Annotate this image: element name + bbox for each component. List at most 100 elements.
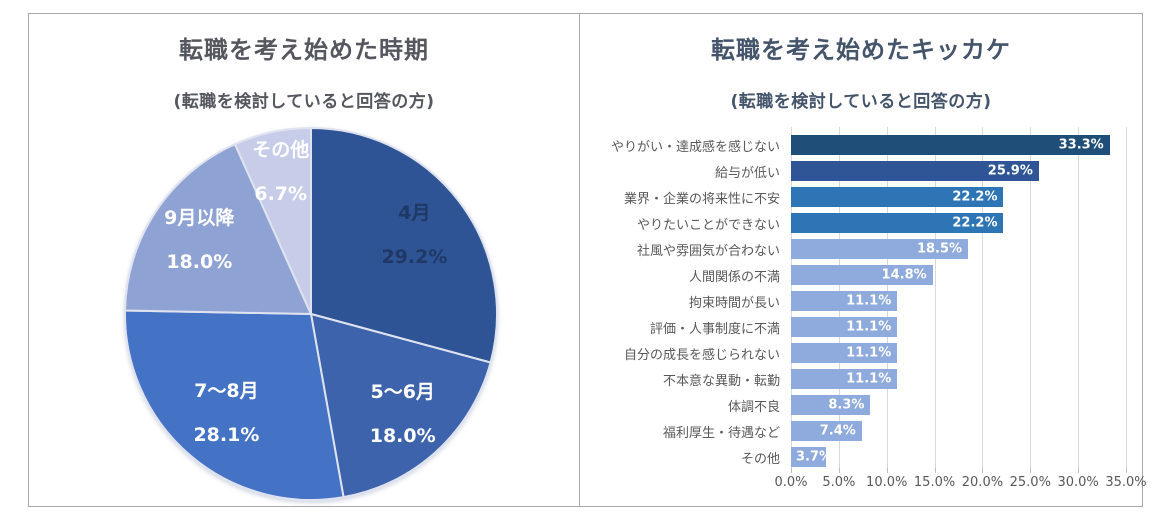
axis-tick-mark [1078, 468, 1080, 473]
pie-slice [310, 126, 498, 364]
pie-slice-label: 6.7% [254, 183, 307, 205]
bar: 7.4% [791, 421, 862, 441]
bar: 11.1% [791, 369, 898, 389]
bar-value-label: 11.1% [846, 293, 892, 309]
bar-chart: やりがい・達成感を感じない 33.3% 給与が低い 25.9% 業界・企業の将来性に不安… [580, 127, 1147, 494]
x-axis: 0.0% 5.0% 10.0% 15.0% 20.0% 25.0% 30.0% 35.0% [774, 470, 1146, 494]
pie-chart-svg: 4月 29.2% 5〜6月 18.0% 7〜8月 28.1% 9月以降 18.0% その他 6.7… [124, 126, 498, 501]
bar: 3.7% [791, 447, 832, 467]
axis-tick-mark [982, 468, 984, 473]
x-axis-tick-label: 0.0% [774, 475, 808, 490]
bar: 33.3% [791, 135, 1110, 155]
grid-line [1126, 127, 1127, 468]
bar-row: 福利厚生・待遇など 7.4% [580, 418, 1126, 444]
pie-slice-label: 4月 [398, 202, 430, 224]
bar-track: 11.1% [791, 291, 1126, 311]
bar-chart-subtitle: (転職を検討していると回答の方) [730, 92, 992, 112]
bar-category-label: やりたいことができない [636, 217, 780, 233]
bar-value-label: 3.7% [796, 449, 833, 465]
bar-row: やりがい・達成感を感じない 33.3% [580, 132, 1126, 158]
bar-category-label: やりがい・達成感を感じない [610, 139, 780, 155]
bar-value-label: 11.1% [846, 319, 892, 335]
bar-row: 評価・人事制度に不満 11.1% [580, 314, 1126, 340]
pie-slice [124, 309, 345, 501]
bar-value-label: 18.5% [916, 241, 963, 257]
bar-track: 33.3% [791, 135, 1126, 155]
bar-row: 不本意な異動・転勤 11.1% [580, 366, 1126, 392]
bar-category-label: 福利厚生・待遇など [662, 425, 780, 441]
bar-category-label: 拘束時間が長い [688, 295, 780, 311]
pie-chart-title: 転職を考え始めた時期 [179, 36, 429, 64]
bar-row: 給与が低い 25.9% [580, 158, 1126, 184]
bar-row: 社風や雰囲気が合わない 18.5% [580, 236, 1126, 262]
charts-container: 転職を考え始めた時期 (転職を検討していると回答の方) 4月 29.2% 5〜6月 1… [28, 13, 1147, 507]
bar-row: 自分の成長を感じられない 11.1% [580, 340, 1126, 366]
bar-value-label: 33.3% [1058, 137, 1104, 153]
axis-tick-mark [838, 468, 840, 473]
bar-category-label: 業界・企業の将来性に不安 [623, 191, 780, 207]
bar-category-label: その他 [740, 451, 780, 467]
bar-track: 25.9% [791, 161, 1126, 181]
x-axis-tick-label: 15.0% [913, 475, 956, 490]
bar-track: 22.2% [791, 187, 1126, 207]
bar-row: その他 3.7% [580, 444, 1126, 470]
bar-value-label: 22.2% [952, 189, 998, 205]
x-axis-tick-label: 25.0% [1009, 475, 1051, 490]
bar-value-label: 11.1% [846, 345, 892, 361]
bar-value-label: 14.8% [881, 267, 927, 283]
x-axis-tick-label: 20.0% [961, 475, 1004, 490]
bar: 8.3% [791, 395, 871, 415]
pie-chart-panel: 転職を考え始めた時期 (転職を検討していると回答の方) 4月 29.2% 5〜6月 1… [29, 14, 579, 506]
axis-tick-mark [934, 468, 936, 473]
pie-slice [233, 126, 312, 315]
bar-row: 人間関係の不満 14.8% [580, 262, 1126, 288]
bar: 18.5% [791, 239, 969, 259]
bar-track: 11.1% [791, 317, 1126, 337]
panel-divider [579, 14, 580, 506]
pie-slice-label: 5〜6月 [370, 381, 434, 403]
bar-track: 11.1% [791, 369, 1126, 389]
axis-tick-mark [1030, 468, 1032, 473]
pie-chart-subtitle: (転職を検討していると回答の方) [173, 92, 435, 112]
bar-category-label: 人間関係の不満 [688, 269, 780, 285]
bar: 25.9% [791, 161, 1039, 181]
bar-category-label: 給与が低い [714, 165, 780, 181]
bar-category-label: 評価・人事制度に不満 [649, 321, 780, 337]
axis-tick-mark [791, 468, 792, 473]
pie-chart: 4月 29.2% 5〜6月 18.0% 7〜8月 28.1% 9月以降 18.0% その他 6.7… [123, 126, 499, 502]
bar-track: 22.2% [791, 213, 1126, 233]
pie-slice-label: 7〜8月 [194, 380, 258, 402]
bar-track: 11.1% [791, 343, 1126, 363]
bar-rows: やりがい・達成感を感じない 33.3% 給与が低い 25.9% 業界・企業の将来性に不安… [580, 132, 1126, 470]
bar: 11.1% [791, 317, 898, 337]
bar-value-label: 22.2% [952, 215, 998, 231]
bar: 22.2% [791, 213, 1004, 233]
bar-row: 拘束時間が長い 11.1% [580, 288, 1126, 314]
bar: 22.2% [791, 187, 1004, 207]
bar-category-label: 社風や雰囲気が合わない [636, 243, 780, 259]
bar: 11.1% [791, 291, 898, 311]
grid-line [1078, 127, 1080, 468]
grid-line [934, 127, 936, 468]
bar-track: 8.3% [791, 395, 1126, 415]
bar-category-label: 自分の成長を感じられない [623, 347, 780, 363]
grid-line [1030, 127, 1032, 468]
bar-track: 14.8% [791, 265, 1126, 285]
bar-value-label: 8.3% [828, 397, 865, 413]
bar-track: 18.5% [791, 239, 1126, 259]
bar-track: 7.4% [791, 421, 1126, 441]
x-axis-tick-label: 5.0% [822, 475, 856, 490]
pie-slice-label: 18.0% [166, 251, 232, 273]
bar-track: 3.7% [791, 447, 1126, 467]
bar-chart-title: 転職を考え始めたキッカケ [711, 36, 1011, 64]
pie-slice-label: 18.0% [370, 425, 436, 447]
pie-slice [309, 312, 492, 499]
axis-tick-mark [1126, 468, 1127, 473]
bar-value-label: 11.1% [846, 371, 892, 387]
pie-slice [124, 142, 313, 316]
bar-row: 業界・企業の将来性に不安 22.2% [580, 184, 1126, 210]
bar-row: やりたいことができない 22.2% [580, 210, 1126, 236]
bar-chart-panel: 転職を考え始めたキッカケ (転職を検討していると回答の方) やりがい・達成感を感… [580, 14, 1147, 506]
grid-line [982, 127, 984, 468]
bar-row: 体調不良 8.3% [580, 392, 1126, 418]
